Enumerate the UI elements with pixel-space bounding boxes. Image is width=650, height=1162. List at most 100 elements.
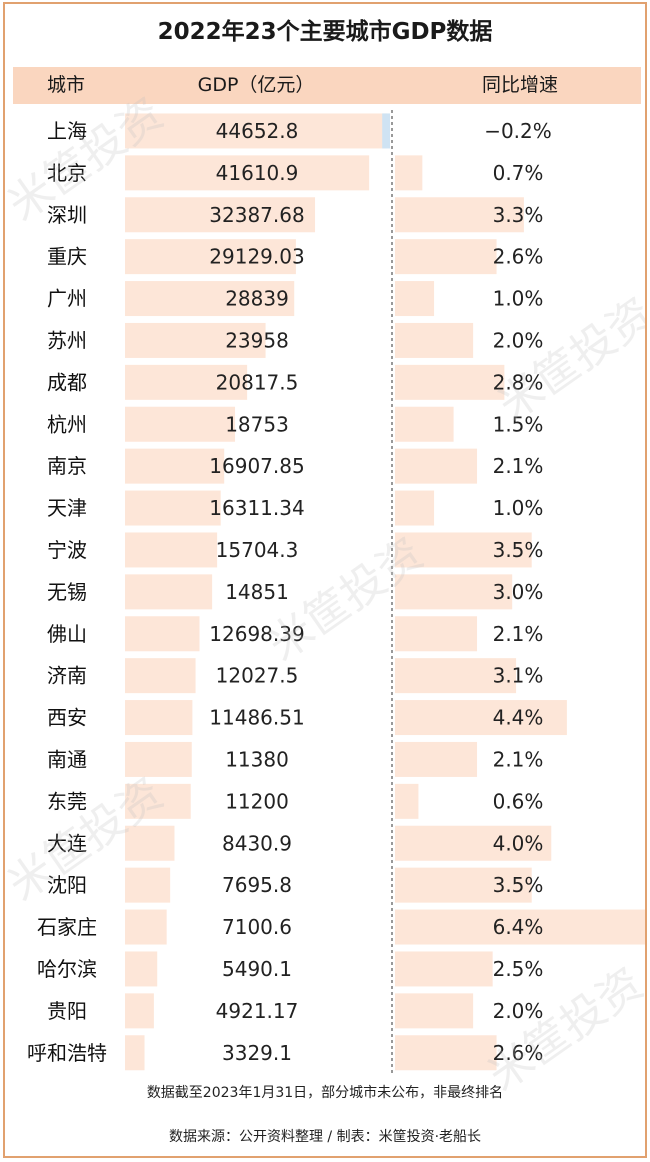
growth-value-label: 6.4% <box>493 915 544 939</box>
gdp-value-label: 20817.5 <box>216 370 299 394</box>
city-label: 上海 <box>47 119 87 143</box>
city-label: 苏州 <box>47 328 87 352</box>
growth-bar <box>395 616 478 652</box>
gdp-value-label: 7100.6 <box>222 915 292 939</box>
growth-bar <box>395 448 478 484</box>
growth-bar <box>395 993 474 1029</box>
growth-value-label: 3.0% <box>493 580 544 604</box>
growth-bar <box>395 406 454 442</box>
gdp-value-label: 11200 <box>225 789 289 813</box>
city-label: 济南 <box>47 664 87 688</box>
growth-bar <box>395 490 435 526</box>
city-label: 成都 <box>47 370 87 394</box>
growth-value-label: 4.4% <box>493 706 544 730</box>
gdp-value-label: 29129.03 <box>209 245 304 269</box>
growth-bar <box>395 239 497 275</box>
growth-value-label: 3.5% <box>493 873 544 897</box>
city-label: 宁波 <box>47 538 87 562</box>
header-gdp: GDP（亿元） <box>197 74 315 96</box>
data-table-chart: 上海 44652.8 −0.2% 北京 41610.9 0.7% 深圳 32387.68 3.3… <box>27 110 645 1074</box>
city-label: 沈阳 <box>47 873 87 897</box>
gdp-value-label: 7695.8 <box>222 873 292 897</box>
growth-bar <box>395 155 423 191</box>
growth-value-label: 1.0% <box>493 287 544 311</box>
growth-bar <box>395 322 474 358</box>
city-label: 石家庄 <box>37 915 97 939</box>
growth-bar <box>395 825 552 861</box>
growth-value-label: 2.6% <box>493 245 544 269</box>
growth-value-label: 2.1% <box>493 622 544 646</box>
growth-value-label: 1.5% <box>493 412 544 436</box>
gdp-value-label: 5490.1 <box>222 957 292 981</box>
gdp-bar <box>125 239 296 275</box>
growth-value-label: 3.3% <box>493 203 544 227</box>
gdp-value-label: 28839 <box>225 287 289 311</box>
gdp-bar <box>125 281 295 317</box>
city-label: 深圳 <box>47 203 87 227</box>
gdp-value-label: 16907.85 <box>209 454 304 478</box>
gdp-value-label: 8430.9 <box>222 831 292 855</box>
city-label: 佛山 <box>47 622 87 646</box>
gdp-bar <box>125 658 196 694</box>
gdp-bar <box>125 867 171 903</box>
growth-value-label: 2.0% <box>493 999 544 1023</box>
chart-title: 2022年23个主要城市GDP数据 <box>157 19 493 45</box>
gdp-bar <box>125 322 266 358</box>
gdp-value-label: 18753 <box>225 412 289 436</box>
growth-bar <box>395 951 493 987</box>
header-growth: 同比增速 <box>481 74 558 96</box>
gdp-value-label: 3329.1 <box>222 1041 292 1065</box>
gdp-value-label: 16311.34 <box>209 496 304 520</box>
growth-value-label: 2.8% <box>493 370 544 394</box>
gdp-value-label: 4921.17 <box>216 999 299 1023</box>
gdp-value-label: 11486.51 <box>209 706 304 730</box>
gdp-value-label: 23958 <box>225 328 289 352</box>
city-label: 东莞 <box>47 789 87 813</box>
city-label: 大连 <box>47 831 87 855</box>
gdp-value-label: 12698.39 <box>209 622 304 646</box>
gdp-bar <box>125 741 192 777</box>
growth-bar <box>382 113 390 149</box>
city-label: 广州 <box>47 287 87 311</box>
gdp-value-label: 11380 <box>225 747 289 771</box>
growth-bar <box>395 197 524 233</box>
gdp-bar <box>125 532 218 568</box>
gdp-value-label: 44652.8 <box>216 119 299 143</box>
header-band <box>13 67 641 104</box>
growth-bar <box>395 700 567 736</box>
city-label: 呼和浩特 <box>27 1041 107 1065</box>
growth-value-label: 3.1% <box>493 664 544 688</box>
gdp-bar <box>125 155 370 191</box>
growth-bar <box>395 1035 497 1071</box>
city-label: 北京 <box>47 161 87 185</box>
city-label: 西安 <box>47 706 87 730</box>
growth-bar <box>395 741 478 777</box>
gdp-value-label: 14851 <box>225 580 289 604</box>
gdp-bar <box>125 700 193 736</box>
gdp-value-label: 15704.3 <box>216 538 299 562</box>
growth-value-label: −0.2% <box>484 119 552 143</box>
growth-value-label: 2.1% <box>493 454 544 478</box>
infographic-frame: 2022年23个主要城市GDP数据 城市 GDP（亿元） 同比增速 上海 4465… <box>3 2 647 1158</box>
growth-value-label: 2.5% <box>493 957 544 981</box>
growth-value-label: 1.0% <box>493 496 544 520</box>
city-label: 贵阳 <box>47 999 87 1023</box>
source-credit: 数据来源：公开资料整理 / 制表：米筐投资·老船长 <box>168 1129 482 1145</box>
city-label: 天津 <box>47 496 87 520</box>
growth-value-label: 4.0% <box>493 831 544 855</box>
gdp-bar <box>125 113 387 149</box>
gdp-bar <box>125 448 225 484</box>
growth-bar <box>395 281 435 317</box>
city-label: 无锡 <box>47 580 87 604</box>
gdp-bar <box>125 406 236 442</box>
growth-value-label: 0.6% <box>493 789 544 813</box>
growth-bar <box>395 867 532 903</box>
growth-value-label: 3.5% <box>493 538 544 562</box>
growth-bar <box>395 532 532 568</box>
footnote: 数据截至2023年1月31日，部分城市未公布，非最终排名 <box>146 1085 504 1101</box>
gdp-bar <box>125 1035 145 1071</box>
gdp-bar <box>125 364 248 400</box>
growth-value-label: 2.0% <box>493 328 544 352</box>
gdp-bar <box>125 993 154 1029</box>
gdp-bar <box>125 197 316 233</box>
